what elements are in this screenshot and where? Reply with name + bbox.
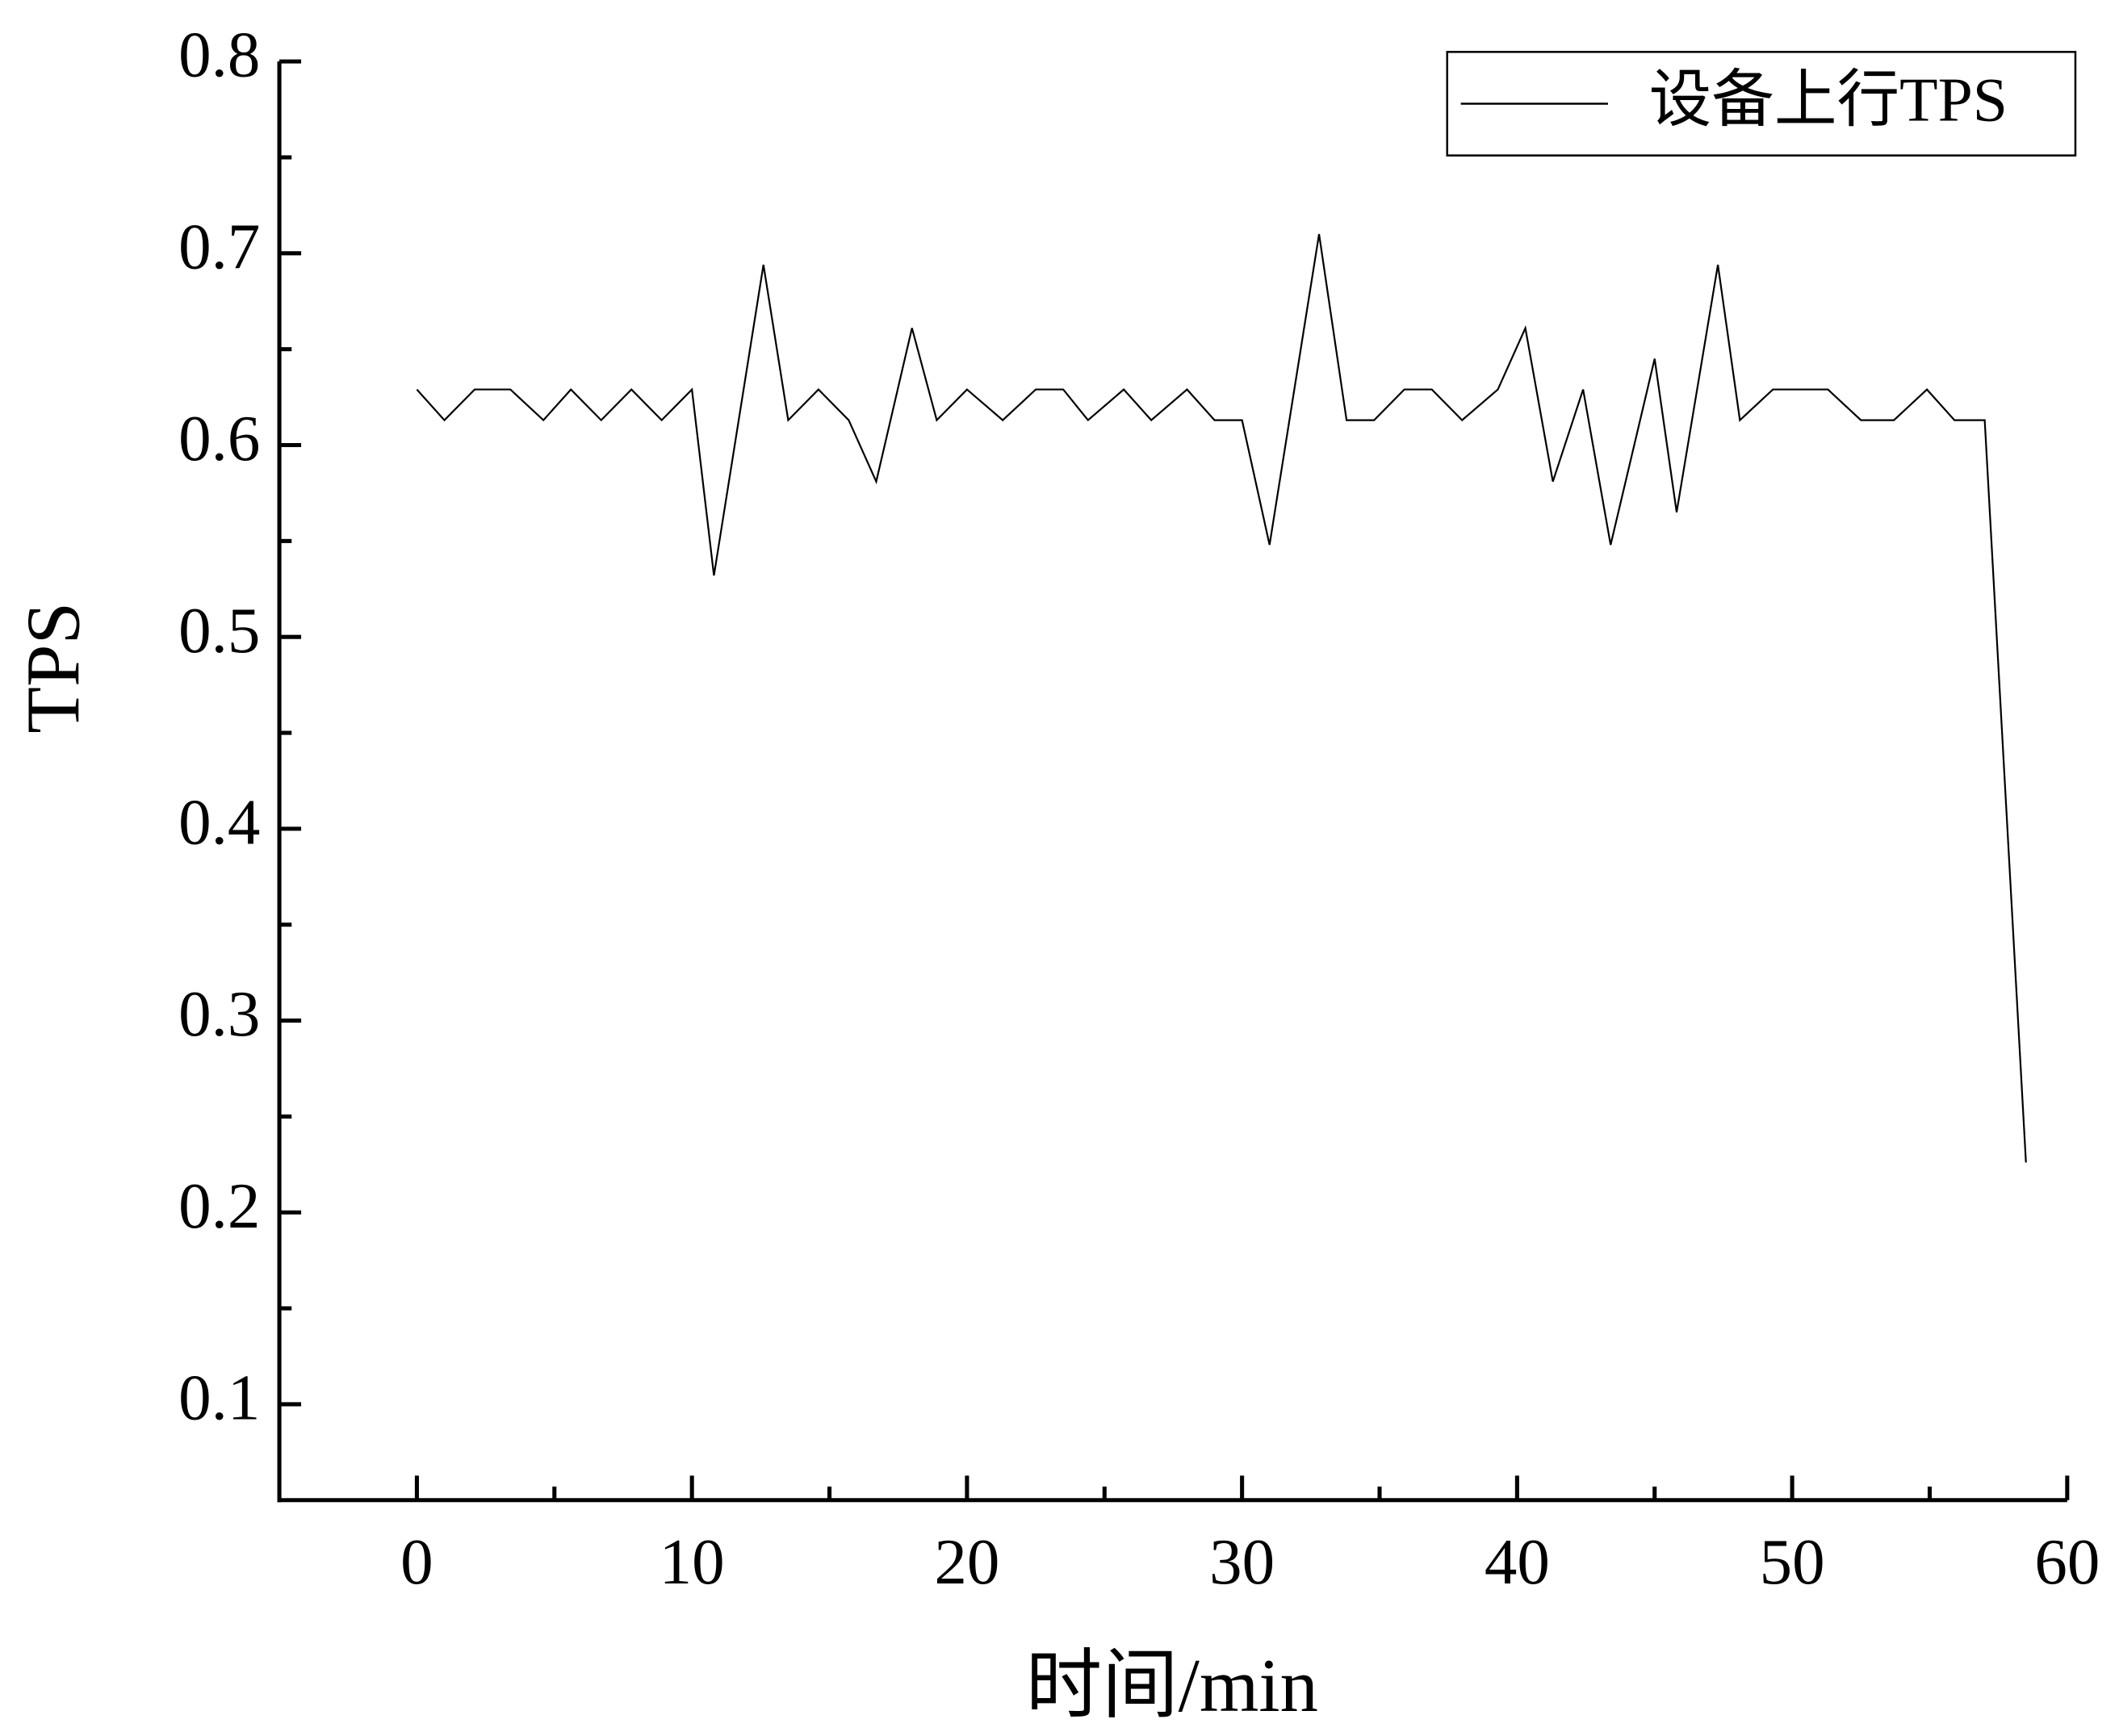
y-tick-label: 0.1: [178, 1362, 260, 1434]
x-tick-label: 30: [1209, 1525, 1275, 1598]
x-tick-label: 40: [1485, 1525, 1550, 1598]
x-tick-label: 50: [1760, 1525, 1825, 1598]
x-tick-label: 20: [934, 1525, 999, 1598]
y-tick-label: 0.8: [178, 19, 260, 91]
line-series: [416, 233, 2027, 1163]
y-tick-label: 0.7: [178, 210, 260, 282]
x-tick-label: 60: [2034, 1525, 2100, 1598]
legend-label: 设备上行TPS: [1649, 65, 2008, 135]
x-axis-title: 时间/min: [1026, 1644, 1318, 1728]
y-tick-label: 0.3: [178, 977, 260, 1050]
y-tick-label: 0.5: [178, 594, 260, 667]
y-tick-label: 0.4: [178, 785, 260, 858]
y-tick-label: 0.2: [178, 1169, 260, 1242]
y-tick-label: 0.6: [178, 402, 260, 475]
x-tick-label: 10: [660, 1525, 725, 1598]
x-tick-label: 0: [400, 1525, 433, 1598]
y-axis-title: TPS: [12, 602, 96, 734]
